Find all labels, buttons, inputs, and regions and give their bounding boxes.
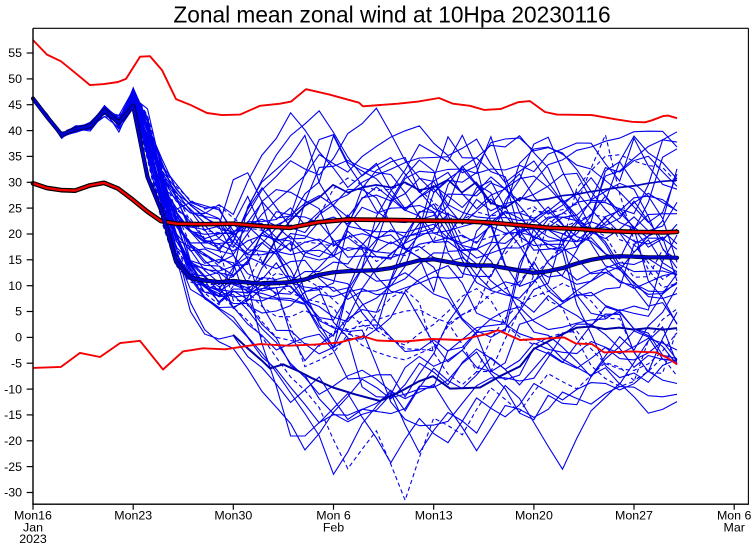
svg-text:15: 15 [8, 253, 22, 267]
svg-text:Mon20: Mon20 [515, 509, 553, 523]
svg-text:Mon16: Mon16 [14, 509, 52, 523]
svg-text:Mon 6: Mon 6 [316, 509, 351, 523]
svg-text:Mar: Mar [724, 521, 745, 535]
svg-text:Mon27: Mon27 [615, 509, 653, 523]
svg-text:0: 0 [15, 331, 22, 345]
svg-text:Jan: Jan [23, 521, 43, 535]
svg-text:20: 20 [8, 227, 22, 241]
svg-text:Mon13: Mon13 [415, 509, 453, 523]
svg-text:-10: -10 [4, 382, 22, 396]
svg-text:5: 5 [15, 305, 22, 319]
svg-text:Zonal mean zonal wind at 10Hpa: Zonal mean zonal wind at 10Hpa 20230116 [173, 1, 610, 27]
svg-text:10: 10 [8, 279, 22, 293]
svg-text:25: 25 [8, 201, 22, 215]
svg-text:55: 55 [8, 46, 22, 60]
svg-text:-5: -5 [11, 356, 22, 370]
svg-text:Feb: Feb [323, 521, 344, 535]
svg-text:40: 40 [8, 124, 22, 138]
svg-text:Mon30: Mon30 [214, 509, 252, 523]
svg-text:35: 35 [8, 150, 22, 164]
svg-text:Mon23: Mon23 [114, 509, 152, 523]
svg-text:-20: -20 [4, 434, 22, 448]
svg-text:Mon 6: Mon 6 [717, 509, 752, 523]
svg-text:50: 50 [8, 72, 22, 86]
svg-text:-15: -15 [4, 408, 22, 422]
svg-text:-30: -30 [4, 486, 22, 500]
svg-text:2023: 2023 [19, 532, 47, 546]
svg-text:30: 30 [8, 176, 22, 190]
svg-text:-25: -25 [4, 460, 22, 474]
svg-text:45: 45 [8, 98, 22, 112]
